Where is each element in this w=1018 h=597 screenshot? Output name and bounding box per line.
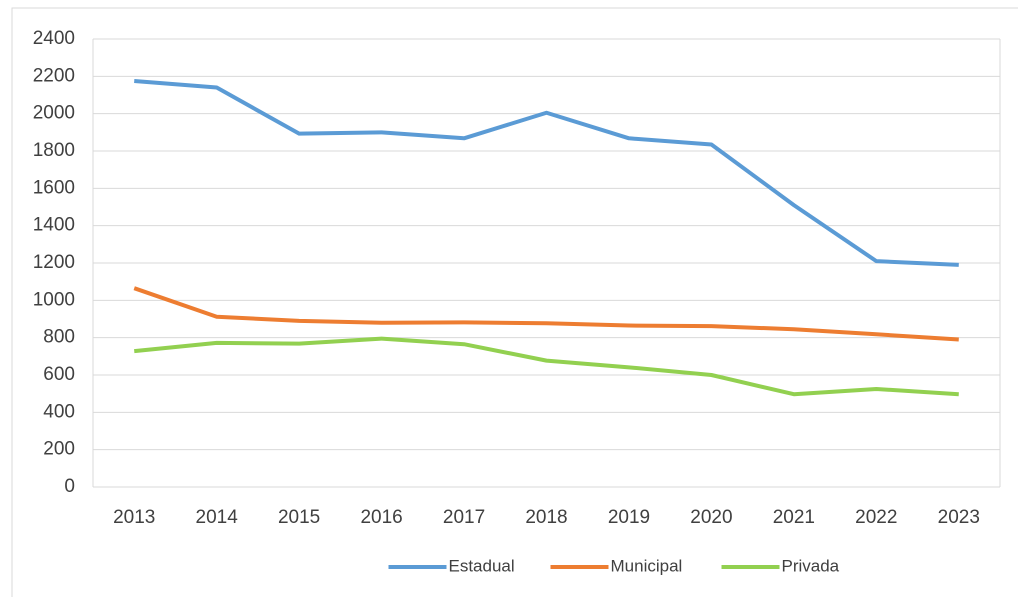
- legend: Estadual Municipal Privada: [388, 556, 840, 575]
- y-tick-label: 200: [43, 439, 75, 460]
- y-tick-label: 2200: [33, 65, 75, 86]
- y-tick-label: 600: [43, 364, 75, 385]
- x-tick-label: 2015: [278, 507, 320, 528]
- x-tick-label: 2017: [443, 507, 485, 528]
- y-tick-label: 1200: [33, 252, 75, 273]
- y-tick-label: 1400: [33, 215, 75, 236]
- x-tick-label: 2013: [113, 507, 155, 528]
- y-tick-label: 1800: [33, 140, 75, 161]
- legend-label: Privada: [782, 556, 840, 575]
- y-tick-label: 1600: [33, 177, 75, 198]
- series-line: [133, 286, 959, 342]
- chart-frame: [11, 7, 1018, 597]
- x-tick-label: 2016: [360, 507, 402, 528]
- x-tick-label: 2022: [855, 507, 897, 528]
- x-tick-label: 2020: [690, 507, 732, 528]
- x-tick-label: 2021: [773, 507, 815, 528]
- x-tick-label: 2019: [608, 507, 650, 528]
- series-line: [134, 79, 959, 267]
- legend-label: Municipal: [611, 556, 683, 575]
- y-tick-label: 800: [43, 327, 75, 348]
- legend-label: Estadual: [449, 556, 515, 575]
- x-tick-label: 2014: [196, 507, 239, 528]
- series-line: [134, 336, 959, 397]
- x-tick-label: 2018: [525, 507, 567, 528]
- y-tick-label: 0: [64, 476, 75, 497]
- y-tick-label: 1000: [33, 289, 75, 310]
- y-tick-label: 2000: [33, 103, 75, 124]
- y-tick-label: 400: [43, 401, 75, 422]
- x-tick-label: 2023: [938, 507, 980, 528]
- y-tick-label: 2400: [33, 28, 75, 49]
